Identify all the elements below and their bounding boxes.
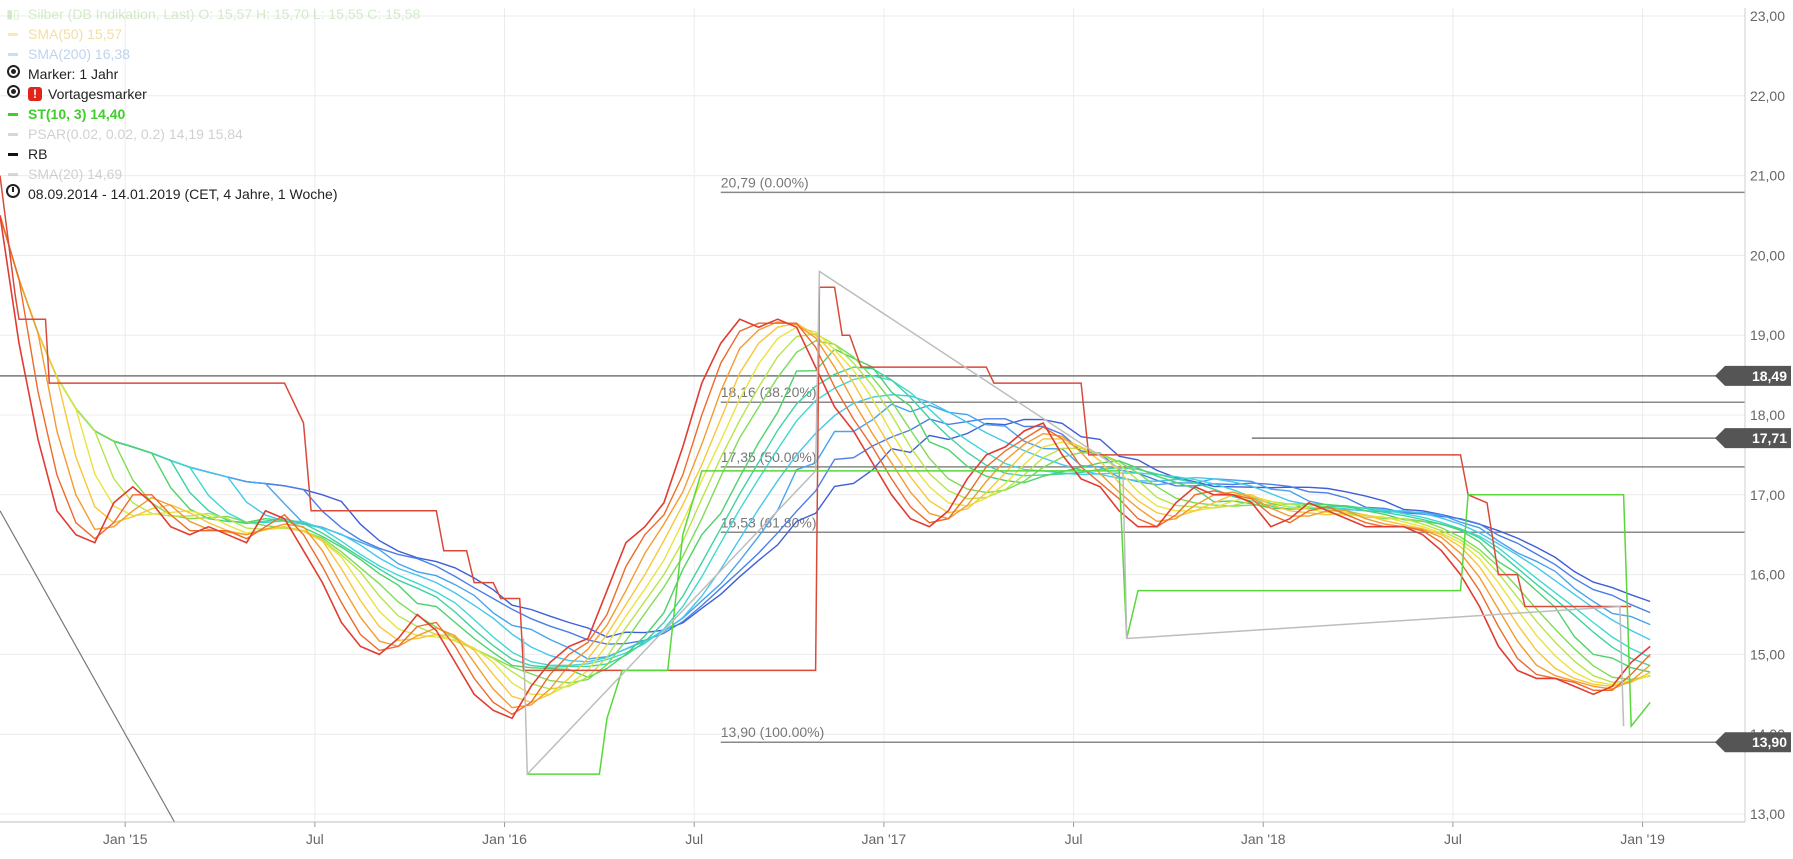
fibonacci-levels: 20,79 (0.00%)18,16 (38.20%)17,35 (50.00%…	[720, 174, 1745, 743]
y-tick-label: 21,00	[1750, 168, 1785, 184]
price-badge	[1715, 428, 1791, 449]
ma-ribbon-line	[0, 215, 1651, 645]
legend-vortag-text: Vortagesmarker	[48, 86, 147, 102]
ma-ribbon-line	[0, 215, 1651, 638]
line-swatch-icon	[6, 104, 20, 124]
line-swatch-icon	[6, 24, 20, 44]
x-tick-label: Jan '19	[1620, 831, 1665, 847]
legend-psar[interactable]: PSAR(0.02, 0.02, 0.2) 14,19 15,84	[6, 124, 420, 144]
y-tick-label: 16,00	[1750, 567, 1785, 583]
price-badge-label: 17,71	[1752, 430, 1787, 446]
y-tick-label: 23,00	[1750, 8, 1785, 24]
y-tick-label: 13,00	[1750, 806, 1785, 822]
axes: 13,0014,0015,0016,0017,0018,0019,0020,00…	[0, 8, 1785, 847]
legend-rb-text: RB	[28, 146, 48, 162]
legend-sma50-text: SMA(50) 15,57	[28, 26, 123, 42]
ma-ribbon-line	[0, 215, 1651, 684]
y-tick-label: 19,00	[1750, 327, 1785, 343]
ma-ribbon-line	[0, 215, 1651, 679]
ma-ribbon-line	[0, 215, 1651, 690]
ma-ribbon-line	[0, 215, 1651, 660]
fib-label: 20,79 (0.00%)	[721, 174, 809, 190]
ma-ribbon-line	[0, 215, 1651, 704]
candle-icon: ▮▯	[6, 7, 20, 21]
legend-instrument[interactable]: ▮▯ Silber (DB Indikation, Last) O: 15,57…	[6, 4, 420, 24]
alert-icon: !	[28, 87, 42, 101]
radio-icon	[6, 85, 20, 98]
line-swatch-icon	[6, 124, 20, 144]
legend-marker-text: Marker: 1 Jahr	[28, 66, 119, 82]
series	[0, 175, 1745, 823]
x-tick-label: Jan '18	[1241, 831, 1286, 847]
stop-line	[0, 175, 1632, 672]
clock-icon	[6, 184, 20, 198]
line-swatch-icon	[6, 164, 20, 184]
line-swatch-icon	[6, 144, 20, 164]
price-badge-label: 18,49	[1752, 368, 1787, 384]
x-tick-label: Jul	[1065, 831, 1083, 847]
trend-line	[0, 510, 176, 823]
x-tick-label: Jul	[306, 831, 324, 847]
legend-st-text: ST(10, 3) 14,40	[28, 106, 126, 122]
legend-range[interactable]: 08.09.2014 - 14.01.2019 (CET, 4 Jahre, 1…	[6, 184, 420, 204]
ma-ribbon-line	[0, 215, 1651, 668]
x-tick-label: Jan '15	[103, 831, 148, 847]
ma-ribbon-line	[0, 215, 1651, 666]
legend-st[interactable]: ST(10, 3) 14,40	[6, 104, 420, 124]
ma-ribbon-line	[0, 215, 1651, 709]
grid	[0, 8, 1745, 822]
legend-vortag[interactable]: ! Vortagesmarker	[6, 84, 420, 104]
x-tick-label: Jul	[1444, 831, 1462, 847]
x-tick-label: Jan '16	[482, 831, 527, 847]
price-badges: 18,49 17,71 13,90	[1715, 365, 1791, 753]
x-tick-label: Jul	[685, 831, 703, 847]
legend-marker[interactable]: Marker: 1 Jahr	[6, 64, 420, 84]
y-tick-label: 20,00	[1750, 247, 1785, 263]
legend-psar-text: PSAR(0.02, 0.02, 0.2) 14,19 15,84	[28, 126, 243, 142]
legend-sma50[interactable]: SMA(50) 15,57	[6, 24, 420, 44]
legend-range-text: 08.09.2014 - 14.01.2019 (CET, 4 Jahre, 1…	[28, 186, 338, 202]
legend-sma200-text: SMA(200) 16,38	[28, 46, 130, 62]
y-tick-label: 15,00	[1750, 646, 1785, 662]
y-tick-label: 17,00	[1750, 487, 1785, 503]
legend-sma20-text: SMA(20) 14,69	[28, 166, 123, 182]
y-tick-label: 22,00	[1750, 88, 1785, 104]
legend-rb[interactable]: RB	[6, 144, 420, 164]
radio-icon	[6, 65, 20, 78]
line-swatch-icon	[6, 44, 20, 64]
fib-label: 13,90 (100.00%)	[721, 724, 825, 740]
psar-line	[522, 270, 1625, 776]
price-badge	[1715, 365, 1791, 386]
price-line	[0, 215, 1651, 720]
supertrend-line	[527, 470, 1651, 775]
price-badge	[1715, 732, 1791, 753]
y-tick-label: 18,00	[1750, 407, 1785, 423]
legend-sma20[interactable]: SMA(20) 14,69	[6, 164, 420, 184]
ma-ribbon-line	[0, 215, 1651, 716]
x-tick-label: Jan '17	[862, 831, 907, 847]
legend-sma200[interactable]: SMA(200) 16,38	[6, 44, 420, 64]
legend-instrument-text: Silber (DB Indikation, Last) O: 15,57 H:…	[28, 6, 421, 22]
legend: ▮▯ Silber (DB Indikation, Last) O: 15,57…	[6, 4, 420, 204]
price-badge-label: 13,90	[1752, 734, 1787, 750]
